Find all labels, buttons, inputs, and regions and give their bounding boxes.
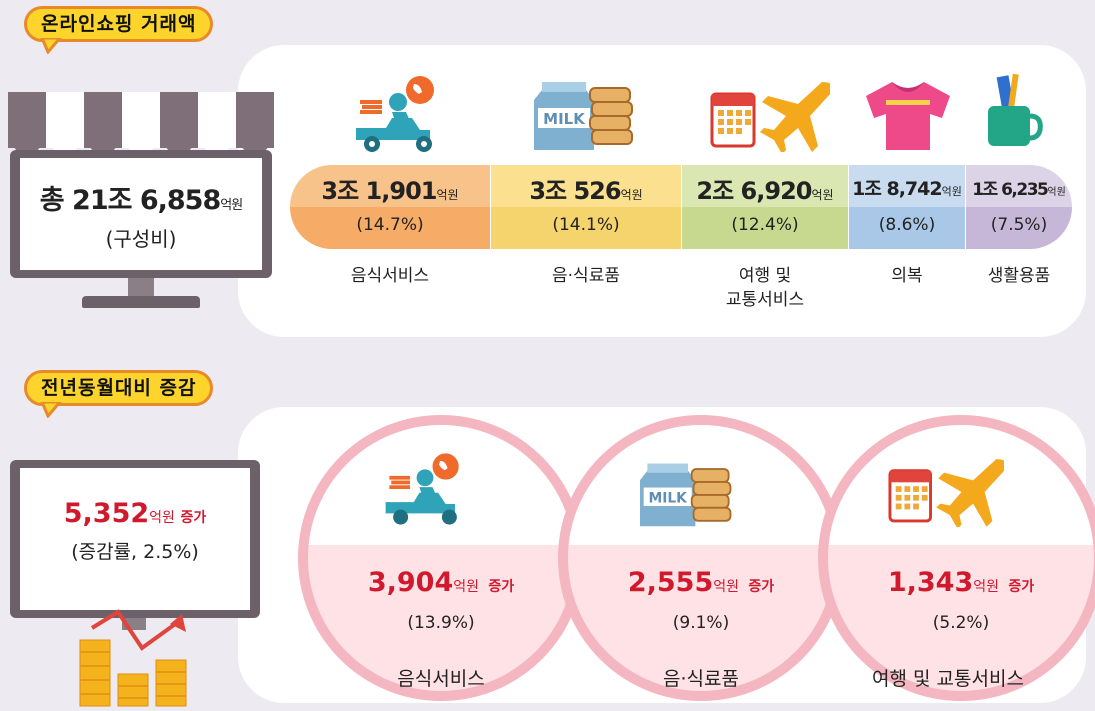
monitor-stand — [128, 278, 154, 298]
awning-scallop-icon — [11, 136, 271, 154]
calendar-airplane-icon — [710, 82, 830, 152]
rising-coins-icon — [79, 609, 187, 707]
tshirt-icon — [866, 82, 950, 150]
category-label: 생활용품 — [987, 266, 1051, 286]
yoy-label: 음식서비스 — [397, 668, 485, 690]
tag-tail-icon — [40, 402, 62, 418]
segment-unit: 억원 — [620, 188, 643, 202]
segment-household: 1조 6,235억원 (7.5%) — [966, 165, 1072, 249]
segment-unit: 억원 — [811, 188, 834, 202]
yoy-label: 여행 및 교통서비스 — [872, 668, 1024, 690]
category-label: 의복 — [891, 266, 923, 286]
segment-food-service: 3조 1,901억원 (14.7%) — [290, 165, 490, 249]
yoy-unit: 억원 — [973, 579, 999, 595]
yoy-suffix: 증가 — [1008, 579, 1035, 595]
yoy-suffix: 증가 — [488, 579, 515, 595]
section-tag-online-shopping: 온라인쇼핑 거래액 — [24, 6, 214, 42]
milk-label: MILK — [648, 490, 688, 506]
milk-label: MILK — [543, 110, 586, 128]
growth-total-unit: 억원 — [149, 510, 175, 526]
yoy-card-travel-transport: 1,343억원 증가 (5.2%) — [818, 415, 1095, 701]
segment-amount: 3조 1,901 — [321, 177, 437, 205]
store-monitor-screen: 총 21조 6,858억원 (구성비) — [20, 158, 262, 270]
section-tag-yoy-change: 전년동월대비 증감 — [24, 370, 214, 406]
total-subtitle: (구성비) — [105, 227, 177, 251]
toothbrush-cup-icon — [988, 73, 1043, 146]
category-label-line: 여행 및 — [738, 266, 792, 286]
yoy-amount: 3,904 — [367, 567, 454, 598]
segment-share: (14.1%) — [552, 215, 620, 235]
category-label: 음·식료품 — [552, 266, 620, 286]
delivery-scooter-icon — [356, 76, 434, 152]
segment-unit: 억원 — [436, 188, 459, 202]
segment-share: (12.4%) — [731, 215, 799, 235]
yoy-card-food-beverage: MILK 2,555억원 증가 (9.1%) — [558, 415, 844, 701]
yoy-unit: 억원 — [713, 579, 739, 595]
category-label-line: 교통서비스 — [725, 290, 805, 310]
segment-travel-transport: 2조 6,920억원 (12.4%) — [682, 165, 848, 249]
bar-segments: 3조 1,901억원 (14.7%) 3조 526억원 (14.1%) 2조 6… — [290, 165, 1072, 249]
tag-tail-icon — [40, 38, 62, 54]
category-label: 여행 및 교통서비스 — [682, 264, 848, 312]
segment-unit: 억원 — [941, 185, 962, 198]
growth-rate: (증감률, 2.5%) — [71, 541, 199, 563]
segment-food-beverage: 3조 526억원 (14.1%) — [491, 165, 681, 249]
yoy-amount: 2,555 — [627, 567, 714, 598]
segment-share: (8.6%) — [878, 215, 936, 235]
yoy-amount: 1,343 — [887, 567, 974, 598]
delivery-scooter-icon — [385, 453, 459, 525]
yoy-unit: 억원 — [453, 579, 479, 595]
yoy-rate: (5.2%) — [932, 613, 990, 633]
total-amount: 총 21조 6,858 — [39, 185, 221, 216]
yoy-label: 음·식료품 — [663, 668, 739, 690]
segment-amount: 2조 6,920 — [696, 177, 812, 205]
section-tag-label: 전년동월대비 증감 — [41, 377, 197, 399]
segment-clothing: 1조 8,742억원 (8.6%) — [849, 165, 965, 249]
segment-share: (7.5%) — [990, 215, 1048, 235]
milk-bread-icon: MILK — [640, 463, 732, 527]
segment-amount: 3조 526 — [529, 177, 621, 205]
composition-bar — [290, 165, 1072, 249]
growth-total-amount: 5,352 — [63, 498, 150, 529]
monitor-base — [82, 296, 200, 308]
yoy-card-food-service: 3,904억원 증가 (13.9%) — [298, 415, 584, 701]
growth-monitor-screen: 5,352억원 증가 (증감률, 2.5%) — [20, 468, 250, 610]
calendar-airplane-icon — [888, 459, 1004, 527]
category-label: 음식서비스 — [350, 266, 430, 286]
growth-total-suffix: 증가 — [180, 510, 207, 526]
total-unit: 억원 — [220, 198, 243, 213]
yoy-rate: (13.9%) — [407, 613, 475, 633]
segment-amount: 1조 8,742 — [852, 178, 942, 200]
segment-share: (14.7%) — [356, 215, 424, 235]
segment-unit: 억원 — [1047, 187, 1066, 198]
section-tag-label: 온라인쇼핑 거래액 — [41, 13, 197, 35]
yoy-suffix: 증가 — [748, 579, 775, 595]
segment-amount: 1조 6,235 — [972, 180, 1049, 200]
yoy-rate: (9.1%) — [672, 613, 730, 633]
milk-bread-icon: MILK — [534, 82, 633, 150]
